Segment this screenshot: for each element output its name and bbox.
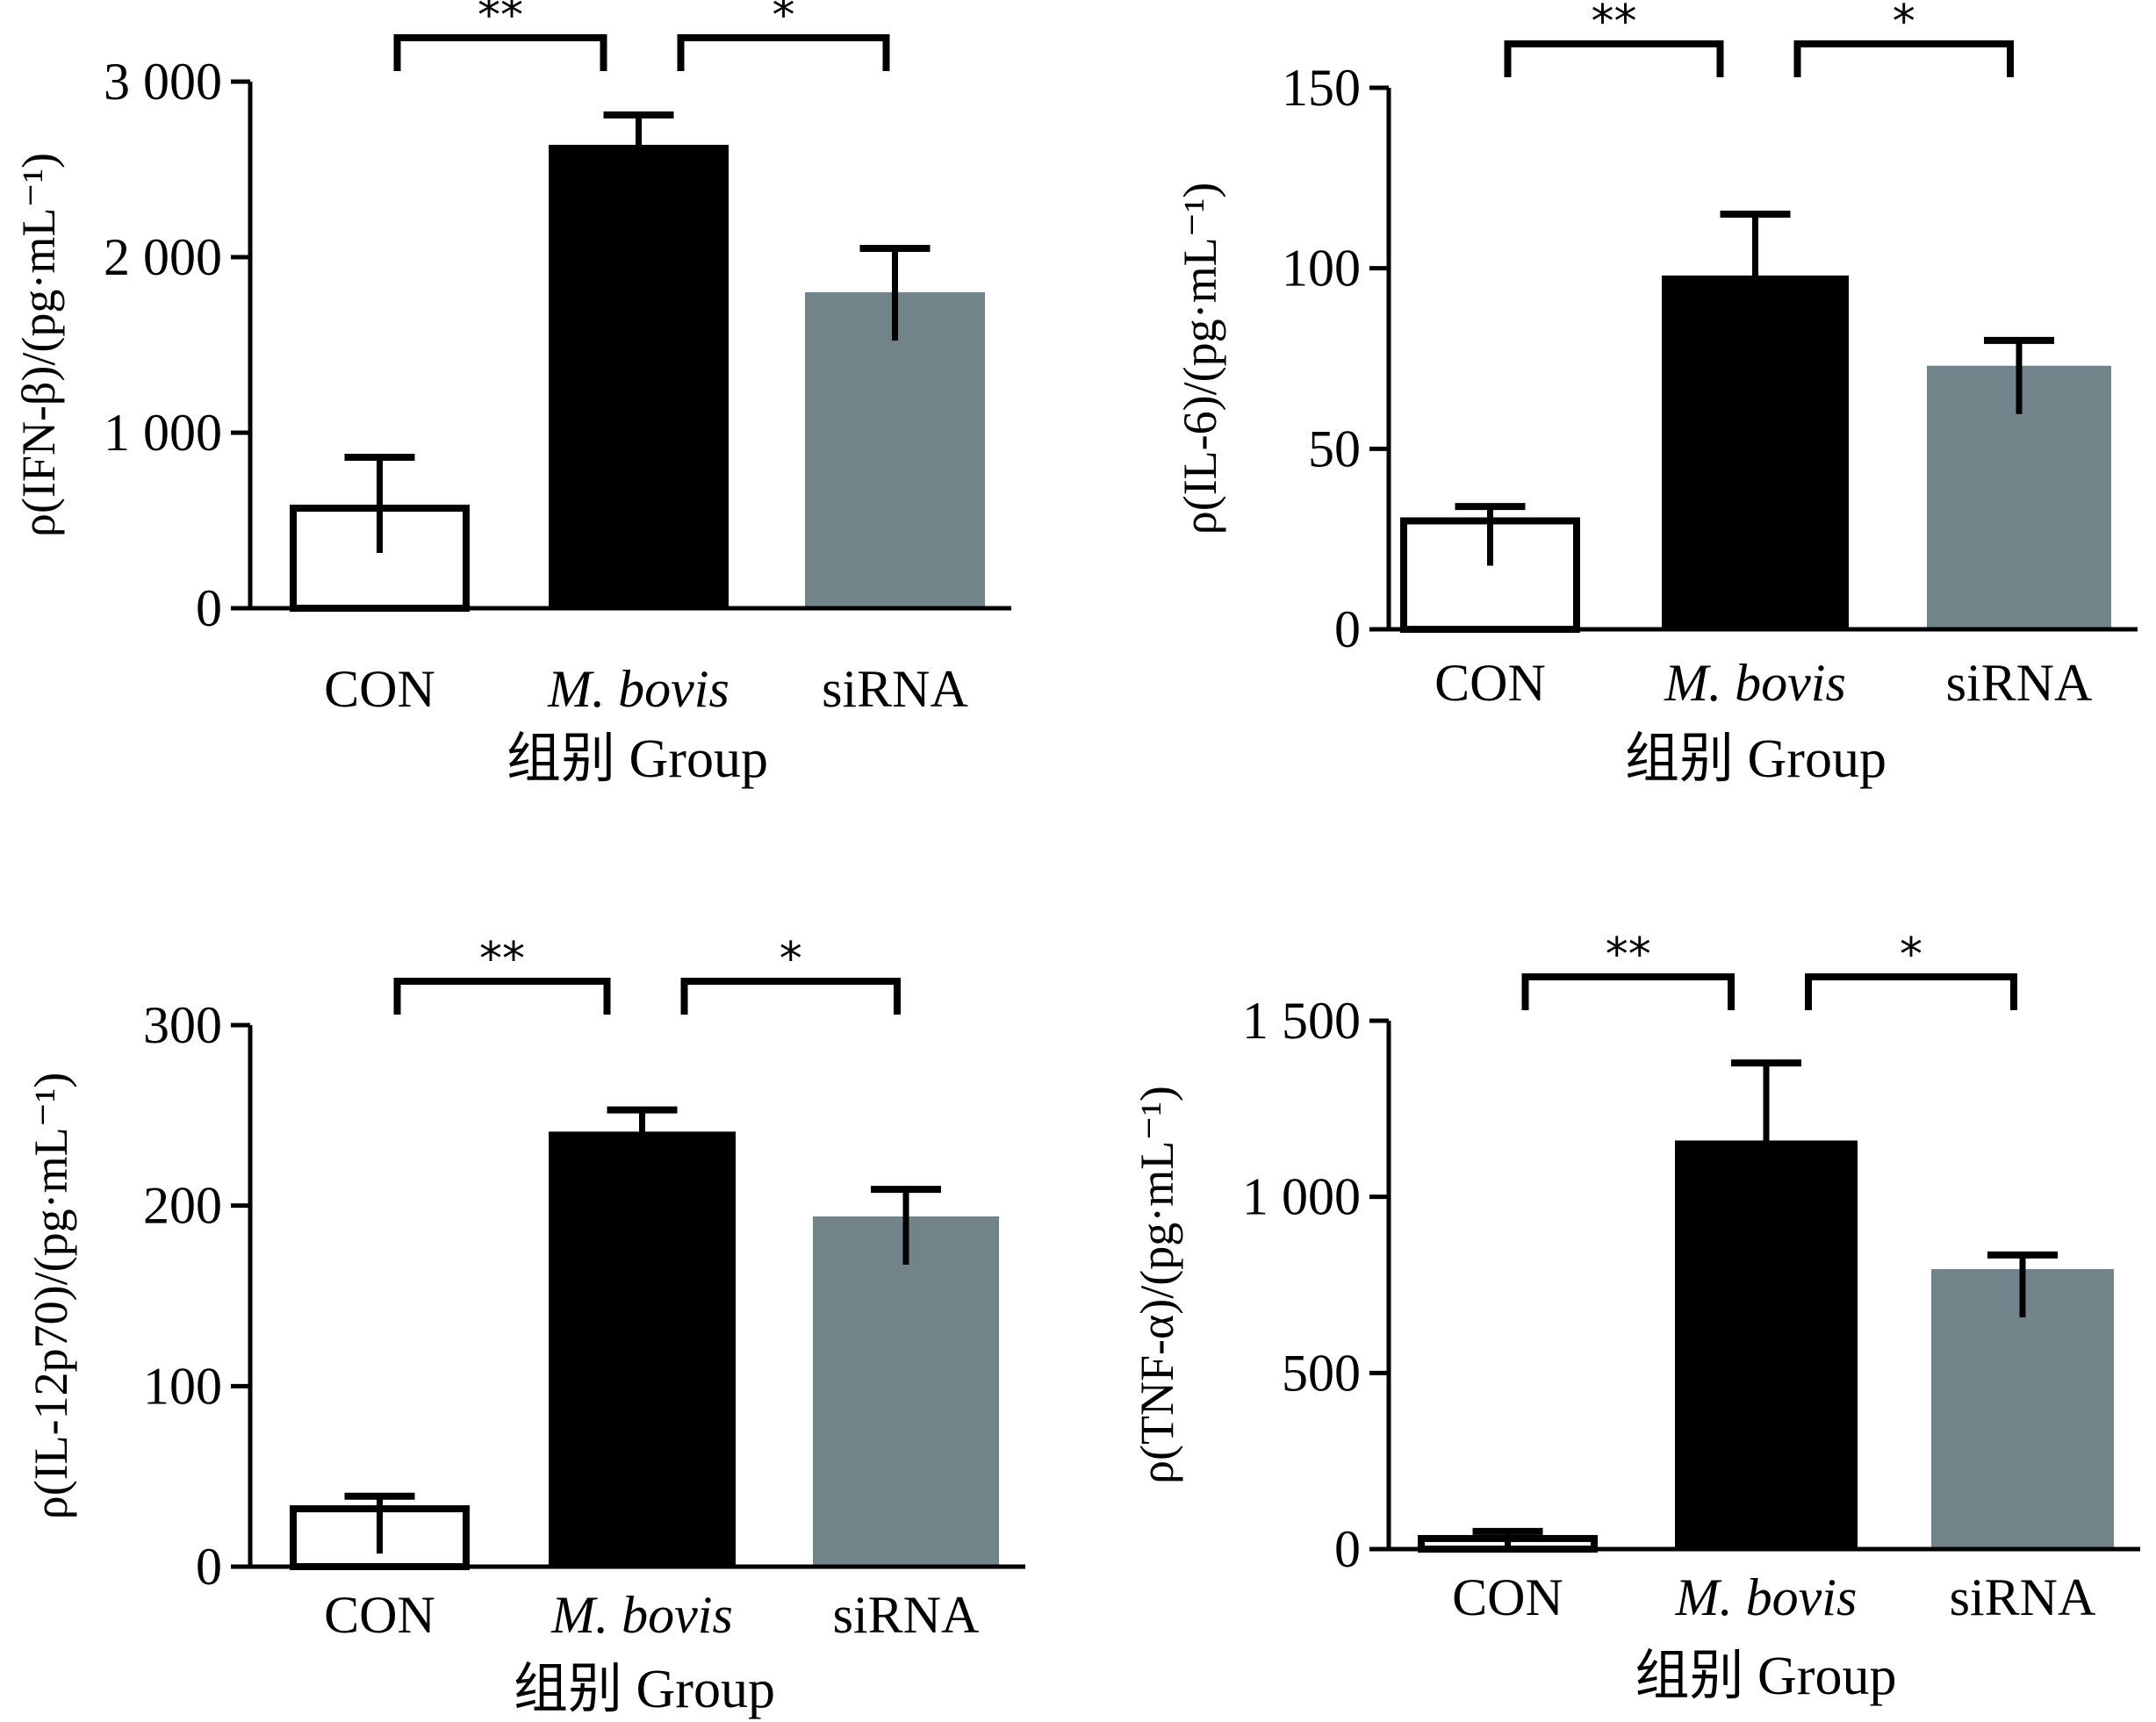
- y-tick-label-top-left-3: 3 000: [104, 53, 222, 111]
- category-label-top-left-1: M. bovis: [547, 660, 729, 718]
- significance-label-top-right-0: **: [1592, 0, 1637, 48]
- significance-label-bottom-right-1: *: [1900, 929, 1922, 981]
- bar-bottom-right-1: [1675, 1140, 1858, 1549]
- y-tick-label-top-right-2: 100: [1282, 240, 1361, 298]
- significance-bracket-bottom-left-0: [393, 978, 611, 1015]
- category-label-top-left-2: siRNA: [822, 660, 968, 718]
- y-tick-label-top-right-3: 150: [1282, 59, 1361, 117]
- significance-bracket-bottom-right-1: [1805, 973, 2017, 1010]
- significance-label-bottom-right-0: **: [1606, 929, 1651, 981]
- x-axis-label-top-right: 组别 Group: [1625, 729, 1886, 789]
- bar-top-left-1: [549, 145, 729, 608]
- y-tick-label-bottom-right-2: 1 000: [1242, 1168, 1361, 1226]
- x-axis-label-bottom-right: 组别 Group: [1635, 1647, 1897, 1706]
- category-label-top-right-1: M. bovis: [1664, 654, 1846, 712]
- y-tick-label-top-left-1: 1 000: [104, 404, 222, 462]
- category-label-bottom-right-2: siRNA: [1950, 1568, 2096, 1626]
- y-tick-label-bottom-right-3: 1 500: [1242, 992, 1361, 1050]
- category-label-bottom-right-1: M. bovis: [1675, 1568, 1858, 1626]
- significance-label-top-left-1: *: [773, 0, 795, 42]
- bar-bottom-left-1: [549, 1131, 736, 1567]
- significance-bracket-bottom-right-0: [1521, 973, 1735, 1010]
- y-tick-label-bottom-left-0: 0: [196, 1538, 222, 1596]
- y-tick-label-bottom-right-1: 500: [1282, 1344, 1361, 1402]
- chart-panel-bottom-left: CON M. bovis siRNA 0 100 200 300 ρ(IL-12p70)/(p…: [25, 933, 1025, 1719]
- category-label-bottom-left-2: siRNA: [833, 1586, 980, 1644]
- category-label-top-right-2: siRNA: [1946, 654, 2093, 712]
- y-tick-label-bottom-left-2: 200: [143, 1177, 222, 1235]
- significance-bracket-top-right-1: [1793, 40, 2014, 77]
- significance-bracket-top-right-0: [1504, 40, 1724, 77]
- significance-label-top-right-1: *: [1893, 0, 1915, 48]
- category-label-top-left-0: CON: [324, 660, 435, 718]
- bar-top-right-1: [1662, 275, 1849, 629]
- y-tick-label-bottom-left-3: 300: [143, 996, 222, 1054]
- bar-top-left-2: [805, 292, 985, 608]
- significance-label-top-left-0: **: [478, 0, 523, 42]
- y-axis-label-top-left: ρ(IFN-β)/(pg·mL⁻¹): [12, 153, 65, 537]
- bar-bottom-left-2: [813, 1216, 999, 1567]
- category-label-bottom-left-1: M. bovis: [550, 1586, 733, 1644]
- y-tick-label-top-left-2: 2 000: [104, 228, 222, 286]
- y-axis-label-bottom-left: ρ(IL-12p70)/(pg·mL⁻¹): [25, 1073, 77, 1520]
- y-axis-label-top-right: ρ(IL-6)/(pg·mL⁻¹): [1174, 183, 1226, 535]
- y-tick-label-bottom-left-1: 100: [143, 1357, 222, 1415]
- category-label-top-right-0: CON: [1434, 654, 1546, 712]
- chart-panel-top-right: CON M. bovis siRNA 0 50 100 150 ρ(IL-6)/(pg·mL⁻…: [1174, 0, 2138, 789]
- y-tick-label-top-right-1: 50: [1308, 420, 1361, 477]
- significance-label-bottom-left-1: *: [780, 933, 802, 986]
- chart-panel-bottom-right: CON M. bovis siRNA 0 500 1 000 1 500 ρ(TNF-α)/(…: [1131, 929, 2140, 1706]
- significance-label-bottom-left-0: **: [479, 933, 525, 986]
- y-tick-label-top-left-0: 0: [196, 579, 222, 637]
- x-axis-label-top-left: 组别 Group: [507, 729, 768, 789]
- significance-bracket-top-left-0: [393, 34, 607, 71]
- chart-panel-top-left: CON M. bovis siRNA 0 1 000 2 000 3 000 ρ(IFN-β)…: [12, 0, 1011, 789]
- significance-bracket-top-left-1: [677, 34, 890, 71]
- y-tick-label-bottom-right-0: 0: [1334, 1520, 1361, 1578]
- y-axis-label-bottom-right: ρ(TNF-α)/(pg·mL⁻¹): [1131, 1086, 1183, 1484]
- category-label-bottom-right-0: CON: [1452, 1568, 1563, 1626]
- x-axis-label-bottom-left: 组别 Group: [514, 1660, 775, 1719]
- significance-bracket-bottom-left-1: [680, 978, 901, 1015]
- category-label-bottom-left-0: CON: [324, 1586, 435, 1644]
- y-tick-label-top-right-0: 0: [1334, 600, 1361, 658]
